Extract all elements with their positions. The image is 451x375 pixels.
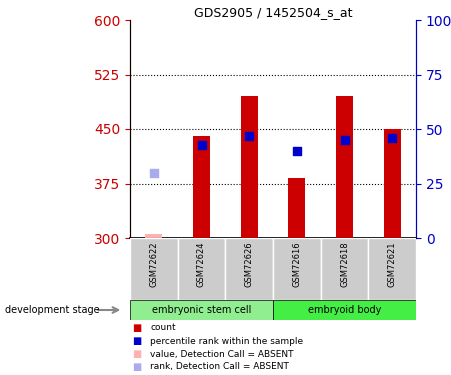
- Bar: [273, 300, 416, 320]
- Text: rank, Detection Call = ABSENT: rank, Detection Call = ABSENT: [150, 363, 289, 372]
- Point: [341, 137, 348, 143]
- Bar: [130, 300, 273, 320]
- Text: GSM72626: GSM72626: [244, 241, 253, 287]
- Text: ■: ■: [132, 323, 142, 333]
- Point: [389, 135, 396, 141]
- Text: GSM72618: GSM72618: [340, 241, 349, 287]
- Bar: [273, 238, 321, 300]
- Bar: [146, 234, 162, 238]
- Text: count: count: [150, 324, 176, 333]
- Text: percentile rank within the sample: percentile rank within the sample: [150, 336, 304, 345]
- Text: ■: ■: [132, 336, 142, 346]
- Bar: [321, 238, 368, 300]
- Bar: [368, 238, 416, 300]
- Text: ■: ■: [132, 349, 142, 359]
- Bar: [226, 238, 273, 300]
- Point: [150, 170, 157, 176]
- Text: GSM72624: GSM72624: [197, 241, 206, 286]
- Bar: [130, 238, 178, 300]
- Text: value, Detection Call = ABSENT: value, Detection Call = ABSENT: [150, 350, 294, 358]
- Bar: [289, 178, 305, 238]
- Text: embryonic stem cell: embryonic stem cell: [152, 305, 251, 315]
- Text: development stage: development stage: [5, 305, 99, 315]
- Text: GSM72616: GSM72616: [292, 241, 301, 287]
- Text: ■: ■: [132, 362, 142, 372]
- Text: embryoid body: embryoid body: [308, 305, 381, 315]
- Title: GDS2905 / 1452504_s_at: GDS2905 / 1452504_s_at: [194, 6, 352, 19]
- Text: GSM72622: GSM72622: [149, 241, 158, 286]
- Text: GSM72621: GSM72621: [388, 241, 397, 286]
- Bar: [241, 96, 258, 238]
- Bar: [193, 136, 210, 238]
- Point: [293, 148, 300, 154]
- Point: [245, 133, 253, 139]
- Bar: [336, 96, 353, 238]
- Bar: [178, 238, 226, 300]
- Bar: [384, 129, 400, 238]
- Point: [198, 142, 205, 148]
